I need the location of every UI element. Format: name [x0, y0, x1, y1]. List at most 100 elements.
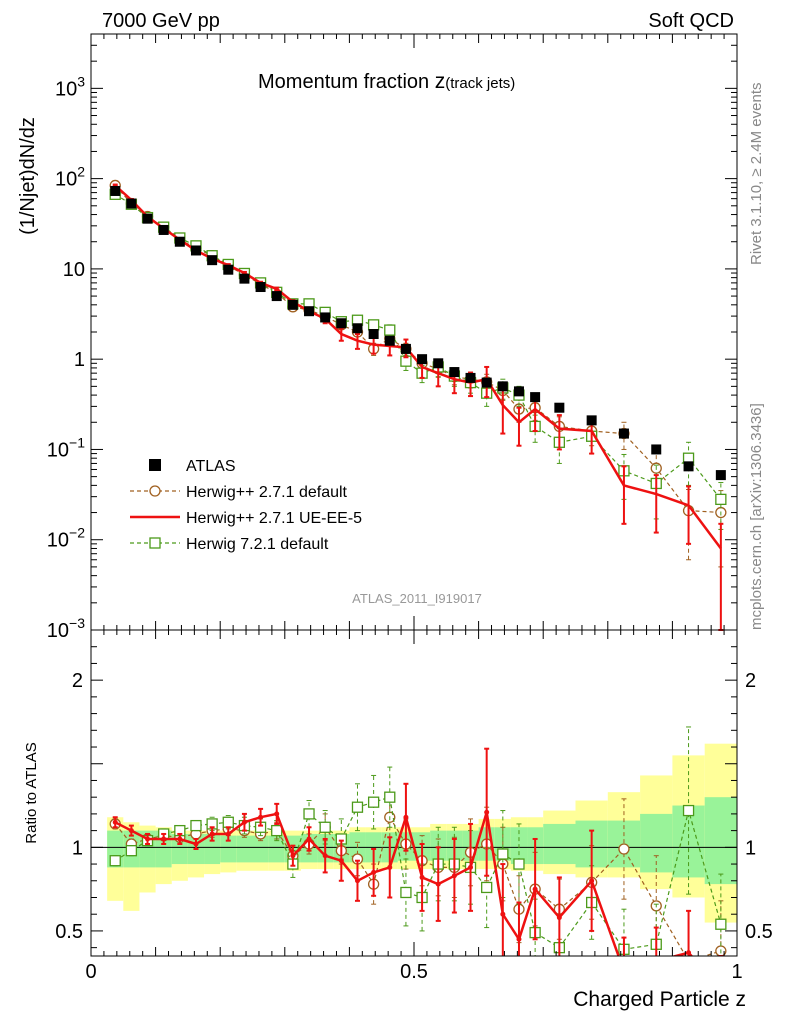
marker-atlas: [400, 343, 411, 354]
marker-atlas: [433, 358, 444, 369]
legend-item-atlas: ATLAS: [149, 458, 236, 475]
marker-atlas: [271, 291, 282, 302]
marker-atlas: [683, 461, 694, 472]
legend-label: ATLAS: [186, 458, 236, 475]
ratio-marker-ueee5: [686, 950, 692, 956]
band-green: [236, 835, 253, 863]
legend-item-h271: Herwig++ 2.7.1 default: [130, 484, 348, 501]
marker-atlas: [126, 198, 137, 209]
ratio-marker-ueee5: [225, 831, 231, 837]
main-axis-ticks: 10−3 10−2 10−1 1 10 102 103: [47, 33, 738, 642]
y-axis-label: (1/Njet)dN/dz: [17, 117, 39, 235]
marker-atlas: [287, 299, 298, 310]
y-tick-label: 1: [74, 349, 85, 371]
marker-h721: [715, 493, 727, 506]
ratio-marker-ueee5: [161, 836, 167, 842]
ratio-marker-ueee5: [403, 814, 409, 820]
ratio-marker-h721: [400, 886, 412, 899]
legend-label: Herwig 7.2.1 default: [186, 536, 329, 553]
ratio-marker-ueee5: [306, 836, 312, 842]
ratio-marker-ueee5: [274, 811, 280, 817]
marker-h721: [367, 319, 380, 331]
ratio-marker-ueee5: [112, 819, 118, 825]
ratio-y-tick-label-left: 0.5: [55, 921, 83, 943]
y-tick-label: 10: [63, 259, 85, 281]
legend-label: Herwig++ 2.7.1 UE-EE-5: [186, 510, 362, 527]
ratio-axis-ticks: 0 0.5 10.5 0.51 12 2: [55, 630, 773, 983]
legend-item-ueee5: Herwig++ 2.7.1 UE-EE-5: [130, 510, 362, 527]
band-green: [220, 835, 237, 863]
ratio-marker-ueee5: [128, 828, 134, 834]
marker-atlas: [465, 372, 476, 383]
legend-marker-atlas: [149, 459, 161, 471]
ratio-marker-ueee5: [193, 841, 199, 847]
ratio-marker-ueee5: [451, 873, 457, 879]
ratio-marker-h721: [125, 845, 138, 857]
legend-item-h721: Herwig 7.2.1 default: [130, 536, 329, 553]
ratio-marker-ueee5: [258, 814, 264, 820]
marker-atlas: [190, 245, 201, 256]
main-plot-content: [109, 179, 727, 631]
marker-atlas: [304, 306, 315, 317]
band-green: [704, 797, 737, 885]
marker-atlas: [384, 335, 395, 346]
ratio-y-tick-label-right: 2: [745, 670, 756, 692]
ratio-marker-ueee5: [241, 819, 247, 825]
ratio-marker-h271: [618, 843, 630, 855]
ratio-y-axis-label: Ratio to ATLAS: [23, 742, 40, 843]
ratio-marker-ueee5: [532, 886, 538, 892]
ratio-marker-h721: [715, 918, 727, 930]
ratio-marker-ueee5: [621, 969, 626, 974]
ratio-y-tick-label-right: 0.5: [745, 921, 773, 943]
ratio-marker-h721: [481, 881, 493, 894]
ratio-marker-ueee5: [387, 864, 393, 870]
ratio-marker-ueee5: [209, 831, 215, 837]
ratio-marker-ueee5: [435, 881, 441, 887]
ratio-marker-h721: [109, 855, 121, 867]
marker-atlas: [336, 318, 347, 329]
marker-atlas: [352, 323, 363, 334]
ratio-marker-h721: [222, 816, 234, 828]
marker-atlas: [586, 415, 597, 426]
band-green: [543, 823, 576, 865]
ratio-y-tick-label-right: 1: [745, 837, 756, 859]
ratio-marker-ueee5: [654, 959, 659, 964]
ratio-marker-h721: [384, 791, 396, 803]
ratio-panel: 0 0.5 10.5 0.51 12 2 Ratio to ATLAS: [23, 629, 773, 983]
ratio-marker-h721: [271, 824, 283, 837]
ratio-marker-h721: [303, 808, 315, 820]
ratio-marker-h721: [682, 804, 695, 817]
marker-atlas: [417, 354, 428, 365]
mcplots-label: mcplots.cern.ch [arXiv:1306.3436]: [748, 403, 765, 630]
analysis-watermark: ATLAS_2011_I919017: [352, 591, 482, 606]
marker-atlas: [207, 255, 218, 266]
ratio-marker-ueee5: [500, 911, 506, 917]
marker-atlas: [255, 282, 266, 293]
band-green: [204, 833, 221, 865]
marker-atlas: [223, 264, 234, 275]
marker-atlas: [715, 470, 726, 481]
band-green: [252, 835, 269, 863]
marker-atlas: [320, 312, 331, 323]
ratio-y-tick-label-left: 2: [72, 670, 83, 692]
legend-label: Herwig++ 2.7.1 default: [186, 484, 348, 501]
ratio-plot-content: [91, 726, 737, 974]
band-green: [268, 835, 285, 863]
ratio-marker-ueee5: [468, 864, 474, 870]
legend: ATLAS Herwig++ 2.7.1 default Herwig++ 2.7.…: [130, 458, 362, 553]
marker-atlas: [651, 444, 662, 455]
legend-marker-h721: [149, 537, 161, 549]
marker-atlas: [110, 185, 121, 196]
marker-h721: [384, 324, 396, 336]
legend-marker-h271: [149, 485, 161, 497]
x-tick-label: 1: [731, 961, 742, 983]
ratio-marker-ueee5: [371, 869, 377, 875]
marker-atlas: [513, 386, 524, 397]
y-tick-label: 10−1: [47, 434, 85, 461]
y-tick-label: 10−2: [47, 525, 85, 552]
x-tick-label: 0: [85, 961, 96, 983]
ratio-marker-ueee5: [354, 878, 360, 884]
marker-atlas: [368, 329, 379, 340]
header-right: Soft QCD: [648, 10, 734, 32]
